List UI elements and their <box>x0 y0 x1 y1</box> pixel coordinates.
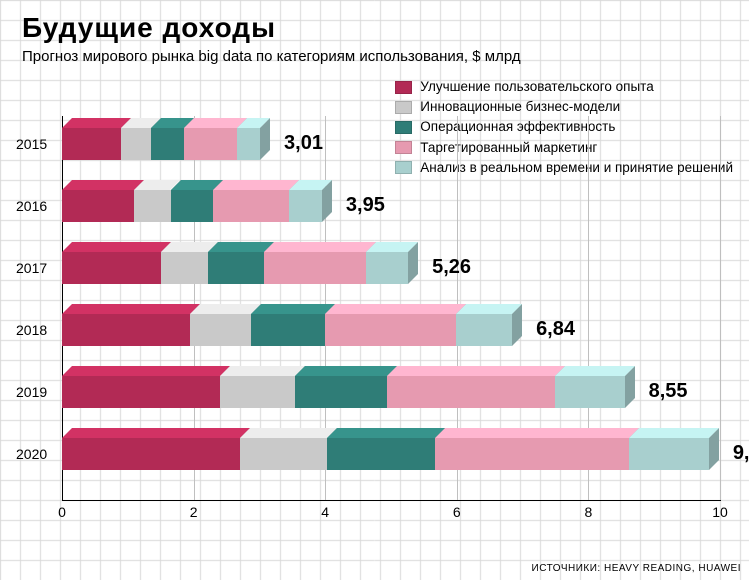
x-axis-tick: 6 <box>453 504 461 520</box>
bar-segment <box>213 190 289 222</box>
bar-segment <box>134 190 170 222</box>
bar-total-label: 8,55 <box>649 380 688 403</box>
bar-segment <box>62 128 121 160</box>
bar-segment <box>251 314 325 346</box>
legend-item: Улучшение пользовательского опыта <box>395 78 733 96</box>
x-axis-tick: 4 <box>321 504 329 520</box>
bar-segment <box>62 376 220 408</box>
bar-segment <box>62 314 190 346</box>
chart-title: Будущие доходы <box>22 12 276 44</box>
legend-label: Улучшение пользовательского опыта <box>420 78 653 96</box>
bar-total-label: 9,83 <box>733 442 749 465</box>
bar-segment <box>62 252 161 284</box>
bar-segment <box>264 252 366 284</box>
bar-segment <box>62 190 134 222</box>
bar-segment <box>171 190 214 222</box>
bar-segment <box>325 314 457 346</box>
bar-segment <box>62 438 240 470</box>
bar-segment <box>289 190 322 222</box>
bar-total-label: 3,01 <box>284 132 323 155</box>
bar-total-label: 3,95 <box>346 194 385 217</box>
chart-subtitle: Прогноз мирового рынка big data по катег… <box>22 48 521 65</box>
bar-segment <box>151 128 184 160</box>
bar-segment <box>121 128 151 160</box>
bar-segment <box>555 376 625 408</box>
bar-segment <box>435 438 629 470</box>
bar-segment <box>208 252 264 284</box>
bar-segment <box>184 128 237 160</box>
bar-segment <box>456 314 512 346</box>
bar-segment <box>629 438 709 470</box>
bar-segment <box>220 376 295 408</box>
bar-segment <box>327 438 436 470</box>
y-axis-label: 2015 <box>16 136 47 152</box>
x-axis-tick: 0 <box>58 504 66 520</box>
chart-plot: 0 2 4 6 8 10 2015 3,01 2016 3,95 2017 5,26 2018 6,84 2… <box>0 110 749 540</box>
x-axis-tick: 10 <box>712 504 728 520</box>
y-axis-label: 2016 <box>16 198 47 214</box>
bar-segment <box>240 438 327 470</box>
y-axis-label: 2019 <box>16 384 47 400</box>
y-axis-label: 2018 <box>16 322 47 338</box>
x-axis-tick: 8 <box>584 504 592 520</box>
bar-segment <box>190 314 251 346</box>
bar-total-label: 6,84 <box>536 318 575 341</box>
chart-container: Будущие доходы Прогноз мирового рынка bi… <box>0 0 749 580</box>
bar-segment <box>161 252 208 284</box>
bar-segment <box>237 128 260 160</box>
bar-total-label: 5,26 <box>432 256 471 279</box>
bar-segment <box>295 376 387 408</box>
y-axis-label: 2020 <box>16 446 47 462</box>
x-axis-tick: 2 <box>190 504 198 520</box>
bar-segment <box>366 252 408 284</box>
legend-swatch <box>395 81 412 94</box>
y-axis-label: 2017 <box>16 260 47 276</box>
source-label: ИСТОЧНИКИ: HEAVY READING, HUAWEI <box>532 563 741 574</box>
bar-segment <box>387 376 555 408</box>
x-gridline <box>720 116 721 500</box>
